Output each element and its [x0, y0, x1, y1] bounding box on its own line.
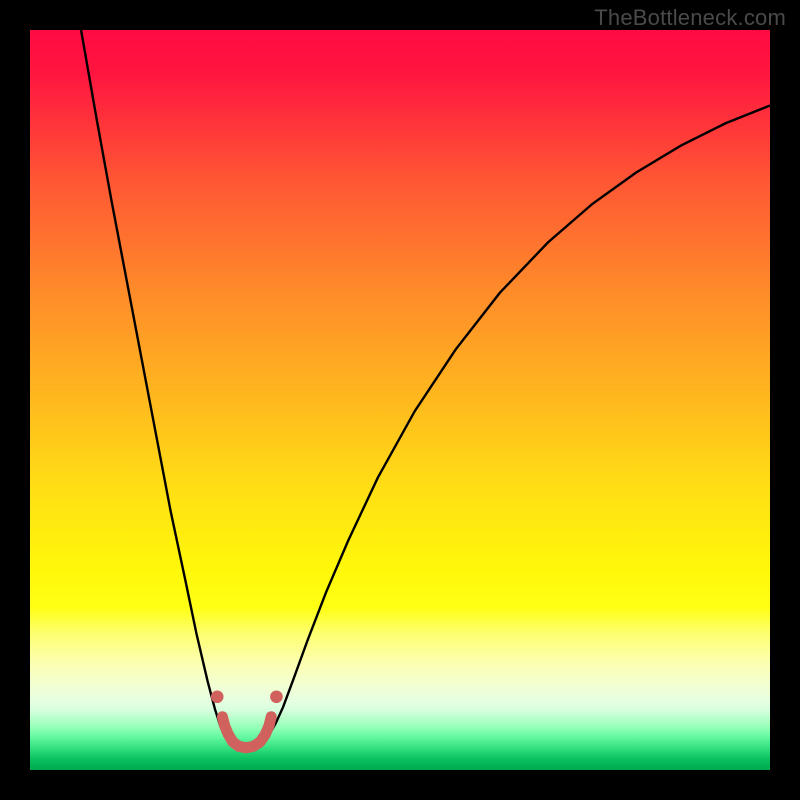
watermark-text: TheBottleneck.com [594, 5, 786, 31]
curve-dot-right [270, 690, 283, 703]
curve-u-notch [222, 717, 271, 748]
chart-curves-layer [30, 30, 770, 770]
chart-plot-area [30, 30, 770, 770]
curve-right-branch [262, 105, 770, 743]
curve-dot-left [211, 690, 224, 703]
chart-outer-frame: TheBottleneck.com [0, 0, 800, 800]
curve-left-branch [81, 30, 231, 743]
